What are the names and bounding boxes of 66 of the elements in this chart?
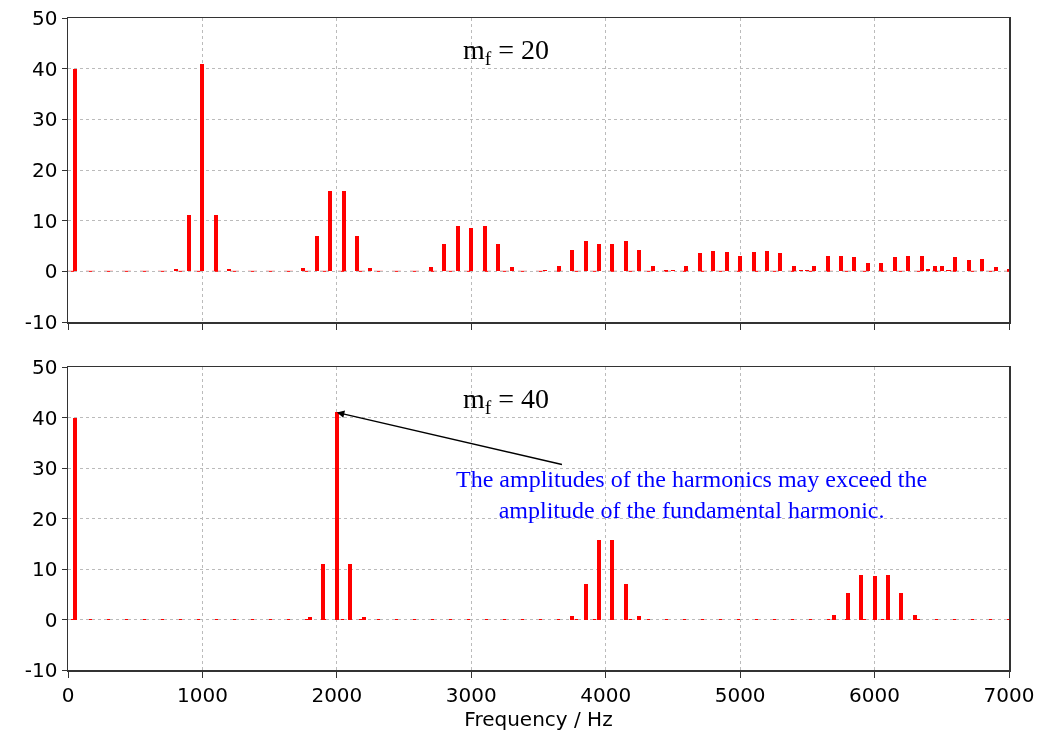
- bar: [865, 263, 870, 272]
- bar: [496, 244, 501, 272]
- bar: [966, 259, 971, 272]
- y-tick-label: 10: [32, 208, 58, 233]
- y-tick-label: 20: [32, 506, 58, 531]
- bar: [348, 563, 353, 620]
- bar: [200, 63, 205, 272]
- bar: [328, 191, 333, 272]
- bar: [186, 215, 191, 272]
- bar: [583, 584, 588, 620]
- bar: [765, 250, 770, 272]
- bar: [838, 256, 843, 272]
- x-tick-label: 6000: [849, 682, 901, 707]
- annotation: m$_{f}$ = 40: [463, 383, 550, 418]
- annotation: The amplitudes of the harmonics may exceed the amplitude of the fundamental harmonic.: [456, 466, 928, 524]
- bar: [455, 226, 460, 272]
- bar: [314, 235, 319, 272]
- bar: [724, 252, 729, 272]
- y-tick-label: -10: [24, 658, 58, 682]
- bar: [227, 269, 232, 272]
- y-tick-label: 50: [32, 6, 58, 30]
- y-tick-label: 40: [32, 56, 58, 81]
- y-tick-label: 0: [44, 259, 58, 284]
- bar: [886, 574, 891, 620]
- bar: [852, 257, 857, 272]
- bar: [980, 259, 985, 272]
- bar: [596, 244, 602, 272]
- bar: [892, 257, 897, 272]
- y-tick-label: -10: [24, 310, 58, 334]
- x-axis-title: Frequency / Hz: [464, 706, 613, 731]
- y-tick-label: 10: [32, 557, 58, 581]
- bar: [570, 249, 575, 272]
- y-tick-label: 0: [44, 607, 58, 632]
- y-tick-label: 20: [32, 158, 58, 182]
- bar: [334, 412, 339, 620]
- bar: [623, 241, 628, 272]
- bar: [906, 256, 911, 272]
- bar: [355, 235, 360, 272]
- bar: [926, 269, 931, 272]
- bar: [637, 249, 642, 272]
- bar: [812, 266, 817, 272]
- bar: [899, 592, 904, 620]
- x-tick-label: 0: [61, 682, 75, 707]
- bar: [650, 266, 655, 272]
- y-tick-label: 30: [32, 456, 58, 480]
- bar: [832, 615, 837, 620]
- bar: [778, 253, 783, 272]
- bar: [173, 269, 178, 272]
- bar: [583, 241, 588, 272]
- y-tick-label: 50: [32, 355, 58, 379]
- bar: [442, 244, 447, 272]
- bar: [872, 576, 877, 620]
- x-tick-label: 1000: [176, 682, 228, 707]
- x-tick-label: 2000: [311, 682, 363, 707]
- bar: [711, 250, 716, 272]
- x-tick-label: 3000: [445, 682, 497, 707]
- x-tick-label: 5000: [714, 682, 766, 707]
- bar: [919, 255, 924, 272]
- bar: [939, 266, 944, 272]
- x-tick-label: 7000: [983, 682, 1035, 707]
- bar: [610, 539, 615, 620]
- y-tick-label: 30: [32, 107, 58, 132]
- x-tick-label: 4000: [580, 682, 632, 707]
- annotation: m$_{f}$ = 20: [463, 34, 550, 69]
- y-tick-label: 40: [32, 405, 58, 430]
- bar: [637, 615, 642, 620]
